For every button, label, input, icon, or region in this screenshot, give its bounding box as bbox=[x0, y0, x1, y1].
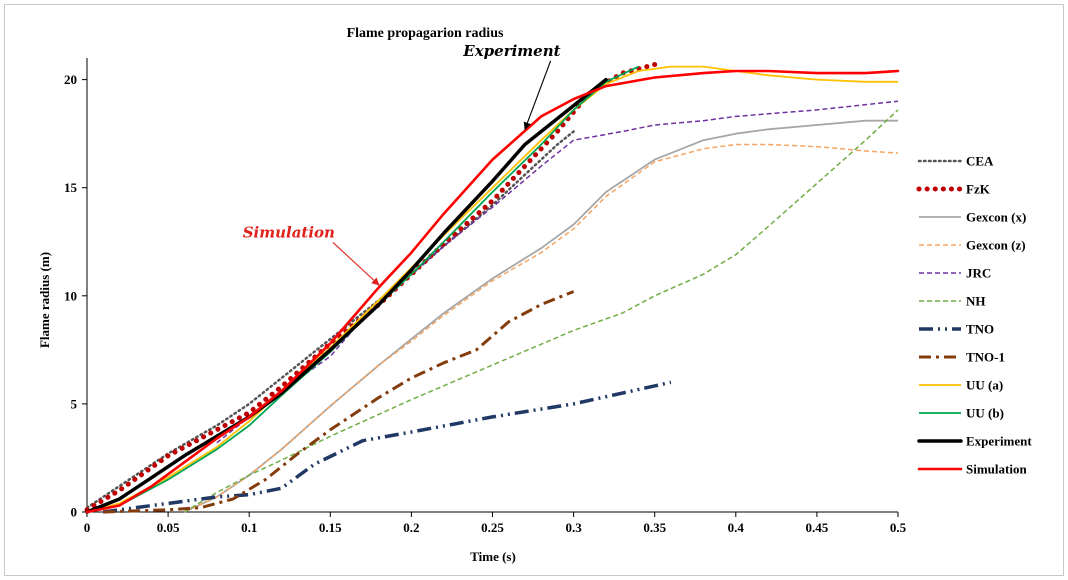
legend-label: TNO-1 bbox=[966, 350, 1005, 365]
legend-item-gexcon-x: Gexcon (x) bbox=[919, 210, 1026, 225]
legend-item-gexcon-z: Gexcon (z) bbox=[919, 238, 1026, 253]
chart-title: Flame propagarion radius bbox=[347, 26, 504, 41]
series-line-tno-1 bbox=[103, 290, 575, 514]
legend-item-fzk: FzK bbox=[916, 182, 991, 197]
y-tick-label: 5 bbox=[71, 396, 78, 411]
annotation-arrow bbox=[332, 242, 380, 286]
y-tick-label: 0 bbox=[71, 505, 78, 520]
legend-label: Experiment bbox=[966, 434, 1032, 449]
x-tick-label: 0.05 bbox=[157, 520, 180, 535]
series-line-jrc bbox=[216, 100, 899, 444]
x-tick-label: 0 bbox=[84, 520, 91, 535]
x-tick-label: 0.1 bbox=[241, 520, 257, 535]
x-tick-label: 0.2 bbox=[403, 520, 419, 535]
x-axis-title: Time (s) bbox=[470, 549, 516, 564]
line-chart: Flame propagarion radius Flame radius (m… bbox=[37, 26, 1032, 564]
series-line-nh bbox=[183, 109, 899, 513]
annotation-simulation: Simulation bbox=[243, 223, 335, 241]
legend-label: UU (b) bbox=[966, 406, 1004, 421]
series-line-gexcon-x bbox=[183, 119, 898, 513]
series-line-uu-a bbox=[86, 65, 898, 513]
legend-item-uu-b: UU (b) bbox=[919, 406, 1004, 421]
legend-item-jrc: JRC bbox=[919, 266, 991, 281]
legend-label: JRC bbox=[966, 266, 991, 281]
y-tick-label: 20 bbox=[64, 72, 77, 87]
legend-label: Gexcon (z) bbox=[966, 238, 1026, 253]
y-tick-label: 10 bbox=[64, 288, 77, 303]
series-line-fzk bbox=[84, 62, 658, 513]
legend-label: Simulation bbox=[966, 462, 1027, 477]
annotation-experiment: Experiment bbox=[462, 42, 560, 60]
legend-label: Gexcon (x) bbox=[966, 210, 1026, 225]
series-line-tno bbox=[102, 380, 672, 514]
series-line-simulation bbox=[85, 69, 900, 514]
legend-label: TNO bbox=[966, 322, 994, 337]
legend-label: CEA bbox=[966, 154, 994, 169]
legend-label: FzK bbox=[966, 182, 991, 197]
series-line-gexcon-z bbox=[183, 143, 899, 513]
legend-label: NH bbox=[966, 294, 986, 309]
x-tick-label: 0.35 bbox=[643, 520, 666, 535]
axes: 0 0.05 0.1 0.15 0.2 0.25 0.3 0.35 0.4 0.45 0.5 0 5 10… bbox=[64, 58, 907, 535]
series-line-experiment bbox=[85, 77, 608, 514]
chart-frame: Flame propagarion radius Flame radius (m… bbox=[4, 4, 1064, 576]
legend-item-experiment: Experiment bbox=[917, 434, 1032, 449]
x-tick-label: 0.5 bbox=[890, 520, 907, 535]
x-tick-label: 0.25 bbox=[481, 520, 504, 535]
series-layer bbox=[84, 62, 900, 514]
x-tick-label: 0.4 bbox=[728, 520, 745, 535]
legend-item-nh: NH bbox=[919, 294, 986, 309]
x-tick-label: 0.45 bbox=[806, 520, 829, 535]
legend: CEA FzK Gexcon (x) Gexcon (z) JRC NH TNO TNO-1 U… bbox=[916, 154, 1032, 477]
annotations: Experiment Simulation bbox=[243, 42, 561, 286]
x-tick-label: 0.3 bbox=[565, 520, 582, 535]
series-line-uu-b bbox=[86, 65, 639, 513]
y-axis-title: Flame radius (m) bbox=[37, 252, 52, 348]
y-tick-label: 15 bbox=[64, 180, 78, 195]
legend-item-tno: TNO bbox=[919, 322, 994, 337]
legend-item-uu-a: UU (a) bbox=[919, 378, 1003, 393]
legend-item-tno-1: TNO-1 bbox=[919, 350, 1005, 365]
legend-item-cea: CEA bbox=[917, 154, 994, 169]
legend-item-simulation: Simulation bbox=[917, 462, 1027, 477]
annotation-arrow bbox=[523, 60, 552, 131]
legend-label: UU (a) bbox=[966, 378, 1003, 393]
x-tick-label: 0.15 bbox=[319, 520, 342, 535]
series-line-cea bbox=[85, 130, 575, 509]
